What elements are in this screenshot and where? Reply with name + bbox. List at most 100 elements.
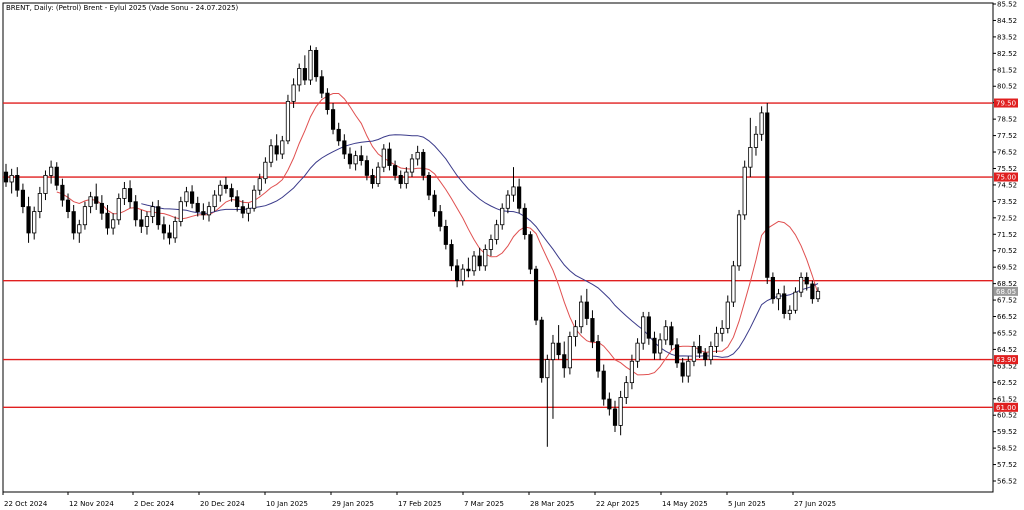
candle-up [404, 171, 409, 185]
candle-down [330, 109, 336, 130]
candle-down [652, 337, 657, 354]
candle-up [263, 161, 268, 180]
x-axis: 22 Oct 2024 12 Nov 2024 2 Dec 2024 20 Dec 2… [2, 492, 836, 508]
candle-up [776, 293, 781, 300]
candle-up [691, 346, 697, 362]
y-tick-label: 74.52 [997, 181, 1017, 189]
candle-up [635, 342, 640, 362]
y-tick-label: 64.52 [997, 346, 1017, 354]
candle-up [376, 166, 381, 185]
candle-down [156, 206, 161, 226]
candle-down [99, 202, 104, 214]
candle-down [235, 196, 240, 208]
candle-up [483, 249, 488, 267]
y-tick-label: 69.52 [997, 264, 1017, 272]
candle-down [370, 174, 375, 185]
candle-down [517, 186, 522, 209]
x-tick-label: 28 Mar 2025 [530, 500, 574, 508]
x-tick-label: 20 Dec 2024 [200, 500, 245, 508]
candle-down [562, 354, 567, 369]
candle-up [731, 265, 736, 303]
candle-down [533, 268, 539, 321]
candle-down [770, 276, 775, 300]
candle-up [32, 211, 37, 234]
y-tick-label: 75.52 [997, 165, 1017, 173]
candle-down [189, 191, 195, 204]
candle-up [218, 184, 223, 196]
candle-up [178, 201, 183, 222]
horizontal-levels [3, 102, 993, 409]
candle-down [15, 174, 20, 191]
candle-up [505, 194, 510, 209]
candle-up [720, 327, 725, 334]
candle-up [579, 301, 584, 328]
candle-down [674, 344, 680, 364]
candle-up [567, 336, 572, 369]
y-tick-label: 65.52 [997, 329, 1017, 337]
candle-up [206, 206, 212, 216]
x-tick-label: 22 Apr 2025 [596, 500, 639, 508]
candle-down [584, 301, 589, 319]
candle-down [697, 346, 702, 354]
y-tick-label: 76.52 [997, 149, 1017, 157]
candle-down [438, 211, 443, 227]
candle-up [725, 301, 730, 329]
candle-down [26, 206, 31, 234]
y-tick-label: 56.52 [997, 478, 1017, 486]
candle-down [359, 155, 364, 161]
candle-up [460, 268, 465, 282]
candle-up [353, 155, 358, 165]
x-tick-label: 2 Dec 2024 [134, 500, 175, 508]
candle-down [398, 174, 403, 185]
candle-up [624, 382, 629, 398]
candle-up [494, 224, 499, 240]
y-tick-label: 83.52 [997, 33, 1017, 41]
candle-down [240, 206, 245, 214]
candle-up [488, 239, 494, 250]
candle-down [590, 318, 595, 342]
candle-down [810, 283, 815, 300]
candle-down [392, 165, 398, 176]
candle-down [223, 184, 229, 189]
y-tick-label: 67.52 [997, 297, 1017, 305]
candle-up [308, 49, 313, 81]
candle-up [658, 339, 663, 354]
y-tick-label: 57.52 [997, 461, 1017, 469]
candle-up [212, 194, 217, 208]
candle-down [60, 184, 65, 201]
candle-up [793, 291, 798, 311]
y-tick-label: 77.52 [997, 132, 1017, 140]
candle-down [443, 225, 448, 245]
y-tick-label: 78.52 [997, 116, 1017, 124]
candle-up [150, 206, 155, 217]
candle-down [601, 370, 606, 400]
candle-down [65, 199, 71, 212]
candle-up [88, 196, 93, 208]
candle-down [325, 92, 330, 110]
y-tick-label: 60.52 [997, 412, 1017, 420]
candle-down [556, 342, 561, 356]
x-tick-label: 22 Oct 2024 [4, 500, 48, 508]
candle-down [607, 398, 612, 410]
candles [3, 45, 821, 447]
candle-up [736, 214, 742, 267]
x-tick-label: 12 Nov 2024 [69, 500, 114, 508]
candle-down [127, 188, 133, 203]
y-tick-label: 61.52 [997, 395, 1017, 403]
candle-up [82, 206, 88, 226]
x-tick-label: 7 Mar 2025 [464, 500, 504, 508]
y-tick-label: 80.52 [997, 83, 1017, 91]
x-tick-label: 27 Jun 2025 [794, 500, 836, 508]
candle-down [347, 153, 353, 165]
candle-down [195, 202, 200, 212]
candle-up [545, 359, 550, 379]
candle-down [669, 326, 674, 346]
y-tick-label: 71.52 [997, 231, 1017, 239]
candle-up [742, 166, 747, 216]
candle-down [20, 189, 26, 208]
candle-up [116, 198, 121, 221]
candle-up [122, 188, 127, 199]
candle-up [77, 224, 82, 234]
